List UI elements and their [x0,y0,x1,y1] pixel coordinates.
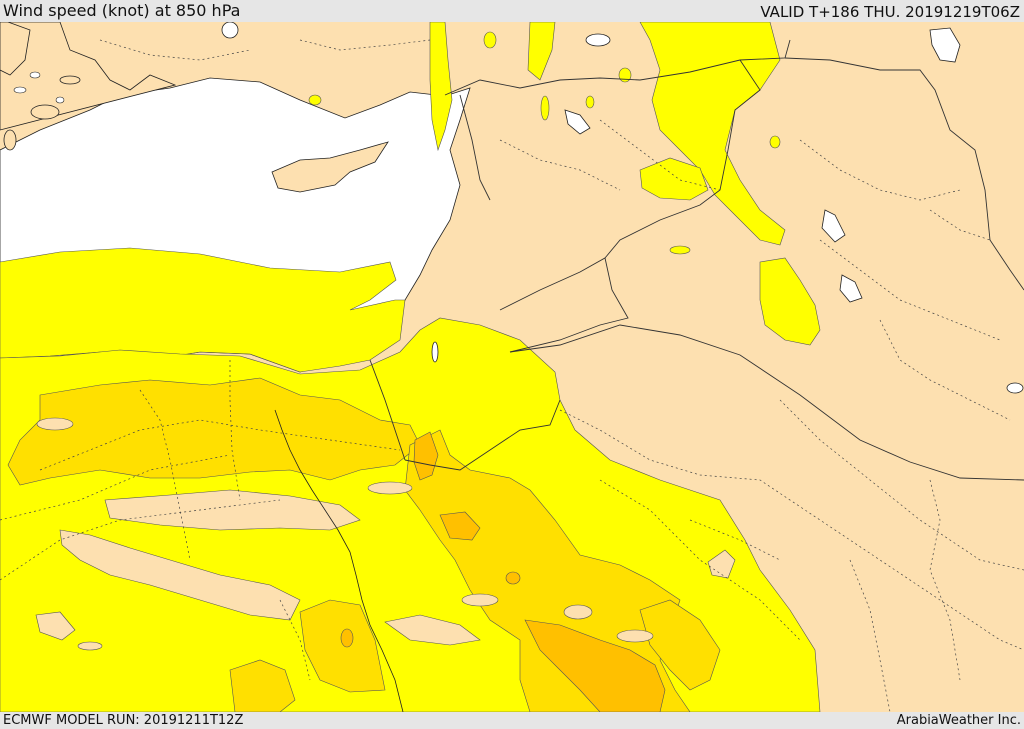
inland-lakes [221,22,1024,394]
map-title: Wind speed (knot) at 850 hPa [3,1,241,20]
nile-river [274,409,404,712]
aegean-coast [0,22,177,151]
islands-white [13,71,65,104]
footer-bar: ECMWF MODEL RUN: 20191211T12Z ArabiaWeat… [0,712,1024,729]
credit: ArabiaWeather Inc. [896,713,1021,728]
wind-band-yellow [7,377,721,712]
wind-band-orange [340,431,666,712]
wind-speed-map [0,22,1024,712]
cyprus-island [271,141,389,193]
admin-boundaries [0,39,1024,712]
calm-land-pockets [35,417,736,651]
header-bar: Wind speed (knot) at 850 hPa VALID T+186… [0,0,1024,22]
model-run: ECMWF MODEL RUN: 20191211T12Z [3,713,244,728]
valid-time: VALID T+186 THU. 20191219T06Z [760,3,1020,21]
country-borders [369,39,1024,481]
